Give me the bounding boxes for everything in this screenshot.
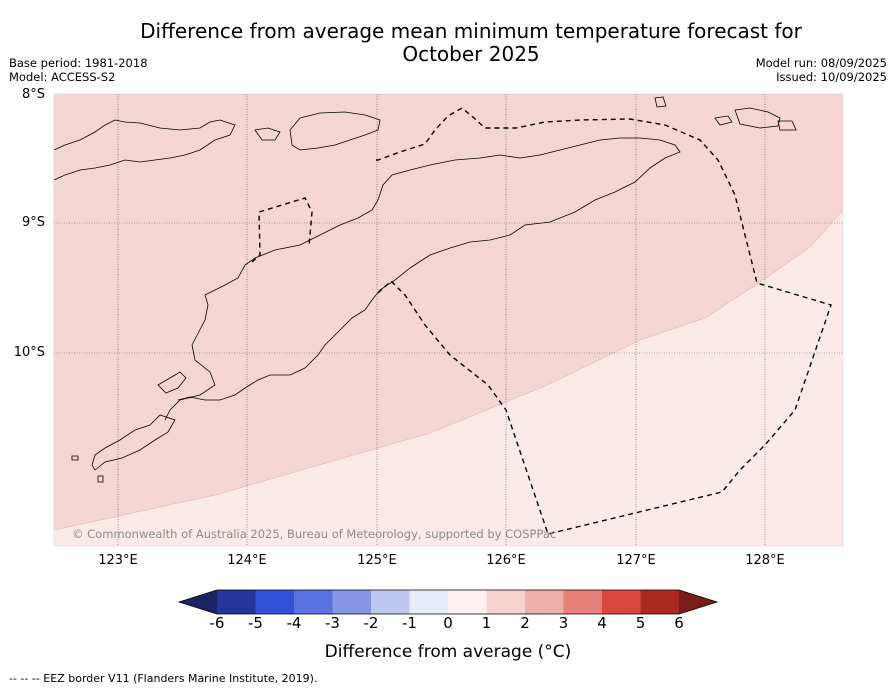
- coast-sawu: [71, 455, 79, 461]
- colorbar-outline: [177, 589, 719, 615]
- coast-flores: [54, 119, 236, 181]
- meta-right: Model run: 08/09/2025 Issued: 10/09/2025: [756, 56, 887, 84]
- colorbar-tick-label: -1: [402, 614, 417, 632]
- lat-label-8s: 8°S: [21, 87, 45, 102]
- colorbar-segment: [448, 590, 487, 614]
- coast-islet-c: [654, 96, 667, 108]
- colorbar-tick-label: 5: [635, 614, 646, 632]
- footnote: -- -- -- EEZ border V11 (Flanders Marine…: [9, 672, 318, 685]
- lon-label-124e: 124°E: [227, 553, 267, 568]
- lon-label-126e: 126°E: [486, 553, 526, 568]
- colorbar-segment: [486, 590, 526, 614]
- colorbar-segment: [371, 590, 410, 614]
- colorbar-tick-label: -3: [325, 614, 340, 632]
- coast-semau: [157, 371, 187, 394]
- base-period: Base period: 1981-2018: [9, 56, 148, 70]
- colorbar-tick-label: 6: [674, 614, 684, 632]
- lon-label-123e: 123°E: [98, 553, 138, 568]
- colorbar-segment: [217, 590, 256, 614]
- colorbar-tick-label: -5: [248, 614, 263, 632]
- coast-islet-d: [777, 120, 797, 131]
- colorbar-segment: [602, 590, 641, 614]
- coast-timor: [164, 137, 681, 421]
- colorbar-segment: [332, 590, 372, 614]
- colorbar: [177, 589, 719, 615]
- eez-north: [376, 107, 832, 535]
- colorbar-title: Difference from average (°C): [324, 642, 572, 662]
- coast-wetar: [734, 107, 781, 129]
- gridlines: [54, 94, 843, 546]
- lat-label-10s: 10°S: [13, 345, 45, 360]
- colorbar-tick-label: 1: [481, 614, 492, 632]
- colorbar-tick-label: -4: [286, 614, 302, 632]
- coast-islet-a: [254, 127, 281, 141]
- title-line-2: October 2025: [402, 42, 540, 66]
- colorbar-over-arrow: [679, 590, 717, 614]
- map-frame: [53, 93, 844, 547]
- copyright-text: © Commonwealth of Australia 2025, Bureau…: [72, 527, 556, 541]
- title-line-1: Difference from average mean minimum tem…: [140, 19, 802, 43]
- colorbar-segment: [563, 590, 603, 614]
- lon-label-128e: 128°E: [745, 553, 785, 568]
- lat-label-9s: 9°S: [21, 215, 45, 230]
- coast-islet-e: [97, 475, 104, 483]
- model-name: Model: ACCESS-S2: [9, 70, 116, 84]
- colorbar-tick-label: 4: [597, 614, 607, 632]
- coastlines: [54, 96, 797, 483]
- colorbar-tick-label: -2: [363, 614, 379, 632]
- colorbar-under-arrow: [179, 590, 217, 614]
- model-run: Model run: 08/09/2025: [755, 56, 887, 70]
- coast-rote: [91, 414, 176, 471]
- colorbar-tick-label: -6: [209, 614, 225, 632]
- eez-border: [251, 107, 832, 535]
- colorbar-segment: [255, 590, 295, 614]
- lon-label-125e: 125°E: [357, 553, 397, 568]
- colorbar-tick-label: 3: [558, 614, 569, 632]
- lon-label-127e: 127°E: [616, 553, 656, 568]
- colorbar-segment: [409, 590, 449, 614]
- colorbar-tick-label: 2: [520, 614, 530, 632]
- issued-date: Issued: 10/09/2025: [776, 70, 887, 84]
- contour-line: [54, 209, 843, 531]
- colorbar-tick-label: 0: [443, 614, 453, 632]
- colorbar-segment: [525, 590, 564, 614]
- coast-islet-b: [714, 115, 733, 126]
- colorbar-segment: [294, 590, 333, 614]
- colorbar-segment: [640, 590, 680, 614]
- coast-alor: [289, 111, 381, 151]
- meta-left: Base period: 1981-2018 Model: ACCESS-S2: [9, 56, 148, 84]
- anomaly-0-1-region: [54, 210, 843, 546]
